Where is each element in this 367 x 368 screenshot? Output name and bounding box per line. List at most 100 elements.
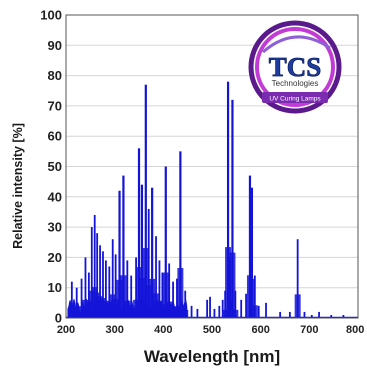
y-tick-label: 50 (48, 159, 62, 174)
spectrum-series (66, 81, 358, 319)
emission-peak (70, 281, 73, 318)
emission-peak-shoulder (232, 309, 239, 318)
emission-peak-shoulder (124, 300, 131, 318)
emission-peak-shoulder (225, 247, 232, 318)
emission-peak (99, 245, 101, 318)
emission-peak (102, 251, 104, 318)
emission-peak (221, 299, 224, 318)
emission-peak-shoulder (294, 294, 301, 318)
y-tick-label: 100 (40, 8, 62, 23)
emission-peak (257, 305, 260, 318)
emission-peak (147, 208, 150, 318)
emission-peak (90, 227, 93, 318)
emission-peak-shoulder (145, 285, 152, 318)
emission-peak (122, 175, 125, 318)
emission-peak (310, 314, 313, 318)
x-tick-label: 500 (203, 324, 221, 336)
emission-peak-shoulder (106, 302, 113, 318)
emission-peak (179, 151, 182, 318)
emission-peak (155, 236, 157, 318)
emission-peak-shoulder (120, 275, 127, 318)
emission-peak-shoulder (142, 248, 149, 318)
emission-peak-shoulder (229, 252, 236, 318)
tcs-logo: TCS Technologies UV Curing Lamps (248, 20, 342, 114)
emission-peak (288, 311, 291, 318)
emission-peak-shoulder (68, 307, 75, 318)
emission-peak-shoulder (82, 299, 89, 318)
logo-sub: Technologies (272, 79, 319, 88)
emission-peak-shoulder (102, 300, 109, 318)
emission-peak (213, 308, 216, 318)
emission-peak (318, 311, 320, 318)
emission-peak-shoulder (173, 306, 180, 318)
emission-peak (96, 233, 99, 318)
emission-peak (209, 296, 211, 318)
emission-peak-shoulder (138, 278, 145, 318)
emission-peak (108, 266, 111, 318)
logo-swoosh (262, 35, 331, 54)
emission-peak (231, 99, 234, 318)
y-tick-label: 20 (48, 250, 62, 265)
emission-peak (206, 299, 209, 318)
emission-peak (84, 257, 87, 318)
y-axis-title: Relative intensity [%] (11, 123, 25, 249)
emission-peak (144, 84, 147, 318)
logo-ribbon-text: UV Curing Lamps (269, 96, 321, 103)
emission-peak (130, 275, 133, 318)
emission-peak-shoulder (153, 293, 160, 318)
emission-peak-shoulder (128, 305, 135, 318)
emission-peak (176, 278, 178, 318)
emission-peak (190, 305, 193, 318)
emission-peak (250, 187, 254, 318)
emission-peak (226, 81, 230, 318)
emission-peak (303, 311, 306, 318)
emission-peak (240, 299, 243, 318)
x-tick-label: 700 (300, 324, 318, 336)
emission-peak (161, 272, 164, 318)
y-tick-label: 0 (55, 311, 62, 326)
emission-peak (126, 260, 129, 318)
y-tick-label: 80 (48, 68, 62, 83)
plot-frame (65, 14, 359, 319)
x-tick-label: 800 (346, 324, 364, 336)
x-tick-labels: 200 300 400 500 600 700 800 (57, 324, 365, 336)
y-tick-label: 40 (48, 189, 62, 204)
emission-peak (168, 263, 171, 318)
emission-peak-shoulder (116, 279, 123, 318)
emission-peak (114, 254, 117, 318)
emission-peak (137, 148, 141, 318)
y-tick-label: 70 (48, 98, 62, 113)
emission-peak (105, 260, 107, 318)
emission-peak (93, 214, 96, 318)
x-axis-title: Wavelength [nm] (144, 347, 280, 366)
emission-peak-shoulder (177, 268, 184, 318)
logo-inner-ring (255, 27, 335, 107)
emission-peak (253, 275, 256, 318)
emission-peak (218, 305, 221, 318)
emission-peak-shoulder (182, 309, 189, 318)
emission-peak-shoulder (170, 307, 177, 318)
emission-peak-shoulder (166, 301, 173, 318)
emission-peak (164, 166, 167, 318)
emission-peak-shoulder (159, 304, 166, 318)
y-tick-labels: 0 10 20 30 40 50 60 70 80 90 100 (40, 8, 62, 326)
emission-peak-shoulder (251, 305, 258, 318)
emission-peak (245, 293, 247, 318)
emission-peak (80, 278, 83, 318)
emission-peak (111, 239, 114, 318)
emission-peak (151, 187, 154, 318)
x-tick-label: 400 (154, 324, 172, 336)
x-tick-label: 300 (105, 324, 123, 336)
logo-ribbon (262, 92, 328, 103)
emission-peak (118, 190, 121, 318)
emission-peak (158, 260, 161, 318)
emission-peak-shoulder (73, 308, 80, 318)
emission-peak-shoulder (162, 272, 169, 318)
emission-peak (172, 281, 174, 318)
y-tick-label: 30 (48, 220, 62, 235)
emission-peak (265, 302, 267, 318)
emission-peak (342, 314, 345, 318)
x-tick-label: 600 (251, 324, 269, 336)
emission-peak (248, 175, 252, 318)
